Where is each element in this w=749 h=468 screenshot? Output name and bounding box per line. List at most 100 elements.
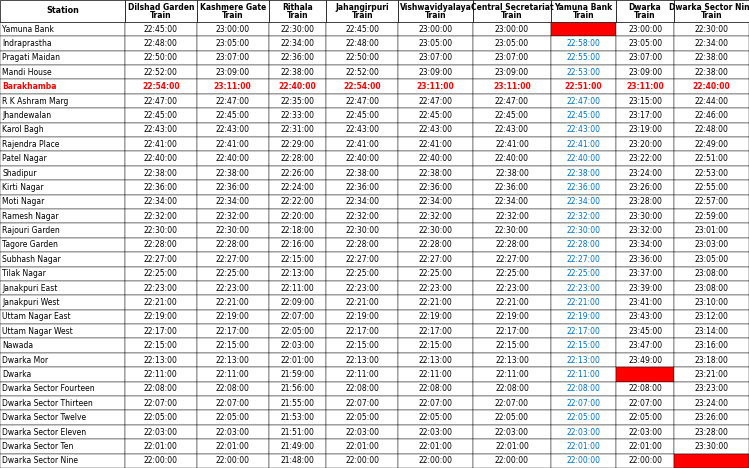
Bar [0, 223, 125, 238]
Text: 22:50:00: 22:50:00 [345, 53, 379, 62]
Text: Rithala: Rithala [282, 3, 313, 12]
Bar [398, 137, 473, 152]
Bar [616, 453, 674, 468]
Text: 22:01:00: 22:01:00 [216, 442, 249, 451]
Bar [551, 108, 616, 123]
Bar [398, 180, 473, 195]
Bar [473, 152, 551, 166]
Text: 22:00:00: 22:00:00 [566, 456, 601, 465]
Bar [197, 51, 269, 65]
Text: 22:11:00: 22:11:00 [345, 370, 379, 379]
Bar [674, 94, 749, 108]
Text: 22:21:00: 22:21:00 [495, 298, 529, 307]
Text: 22:01:00: 22:01:00 [566, 442, 601, 451]
Text: 23:49:00: 23:49:00 [628, 356, 662, 365]
Text: 23:00:00: 23:00:00 [419, 25, 453, 34]
Text: 22:21:00: 22:21:00 [566, 298, 601, 307]
Text: 22:38:00: 22:38:00 [495, 168, 529, 177]
Text: Dwarka Sector Twelve: Dwarka Sector Twelve [2, 413, 86, 422]
Bar [197, 310, 269, 324]
Text: 22:21:00: 22:21:00 [144, 298, 178, 307]
Bar [197, 453, 269, 468]
Bar [674, 367, 749, 382]
Text: Shadipur: Shadipur [2, 168, 37, 177]
Bar [197, 152, 269, 166]
Text: 22:13:00: 22:13:00 [419, 356, 452, 365]
Bar [197, 22, 269, 37]
Bar [616, 338, 674, 353]
Bar [125, 267, 197, 281]
Text: 23:39:00: 23:39:00 [628, 284, 662, 292]
Bar [674, 65, 749, 80]
Text: 22:27:00: 22:27:00 [216, 255, 249, 264]
Text: Nawada: Nawada [2, 341, 34, 350]
Bar [674, 80, 749, 94]
Text: 22:38:00: 22:38:00 [694, 53, 729, 62]
Bar [197, 180, 269, 195]
Bar [269, 267, 327, 281]
Text: 22:38:00: 22:38:00 [281, 68, 315, 77]
Text: 22:40:00: 22:40:00 [566, 154, 601, 163]
Bar [616, 439, 674, 453]
Bar [616, 195, 674, 209]
Bar [473, 123, 551, 137]
Bar [327, 238, 398, 252]
Text: 22:36:00: 22:36:00 [216, 183, 249, 192]
Text: 22:05:00: 22:05:00 [144, 413, 178, 422]
Text: 23:12:00: 23:12:00 [694, 313, 729, 322]
Bar [0, 353, 125, 367]
Text: 22:34:00: 22:34:00 [495, 197, 529, 206]
Bar [269, 439, 327, 453]
Text: Train: Train [501, 11, 523, 20]
Text: 23:14:00: 23:14:00 [694, 327, 729, 336]
Text: 22:19:00: 22:19:00 [495, 313, 529, 322]
Bar [0, 51, 125, 65]
Bar [327, 22, 398, 37]
Bar [125, 108, 197, 123]
Text: 22:23:00: 22:23:00 [566, 284, 601, 292]
Text: 22:30:00: 22:30:00 [280, 25, 315, 34]
Bar [125, 137, 197, 152]
Text: 22:25:00: 22:25:00 [144, 269, 178, 278]
Bar [551, 338, 616, 353]
Bar [327, 425, 398, 439]
Text: 22:15:00: 22:15:00 [495, 341, 529, 350]
Text: Dwarka Sector Ten: Dwarka Sector Ten [2, 442, 73, 451]
Text: Kirti Nagar: Kirti Nagar [2, 183, 44, 192]
Bar [269, 453, 327, 468]
Text: 22:22:00: 22:22:00 [281, 197, 315, 206]
Text: 22:01:00: 22:01:00 [628, 442, 662, 451]
Bar [674, 353, 749, 367]
Bar [674, 166, 749, 180]
Bar [398, 51, 473, 65]
Text: 22:33:00: 22:33:00 [280, 111, 315, 120]
Bar [398, 108, 473, 123]
Text: 22:28:00: 22:28:00 [281, 154, 315, 163]
Text: 22:36:00: 22:36:00 [144, 183, 178, 192]
Text: 23:08:00: 23:08:00 [694, 269, 729, 278]
Bar [398, 267, 473, 281]
Bar [327, 108, 398, 123]
Bar [551, 238, 616, 252]
Bar [0, 382, 125, 396]
Text: 22:03:00: 22:03:00 [628, 428, 662, 437]
Bar [197, 353, 269, 367]
Text: Station: Station [46, 7, 79, 15]
Text: 22:43:00: 22:43:00 [216, 125, 249, 134]
Bar [0, 22, 125, 37]
Text: 23:10:00: 23:10:00 [694, 298, 729, 307]
Bar [197, 65, 269, 80]
Bar [269, 252, 327, 267]
Text: 22:41:00: 22:41:00 [345, 140, 379, 149]
Bar [473, 410, 551, 425]
Text: 21:59:00: 21:59:00 [280, 370, 315, 379]
Text: 22:30:00: 22:30:00 [144, 226, 178, 235]
Bar [398, 439, 473, 453]
Text: Indraprastha: Indraprastha [2, 39, 52, 48]
Text: 22:51:00: 22:51:00 [694, 154, 729, 163]
Text: 22:34:00: 22:34:00 [345, 197, 379, 206]
Text: 22:19:00: 22:19:00 [345, 313, 379, 322]
Text: 22:26:00: 22:26:00 [281, 168, 315, 177]
Bar [197, 252, 269, 267]
Bar [269, 324, 327, 338]
